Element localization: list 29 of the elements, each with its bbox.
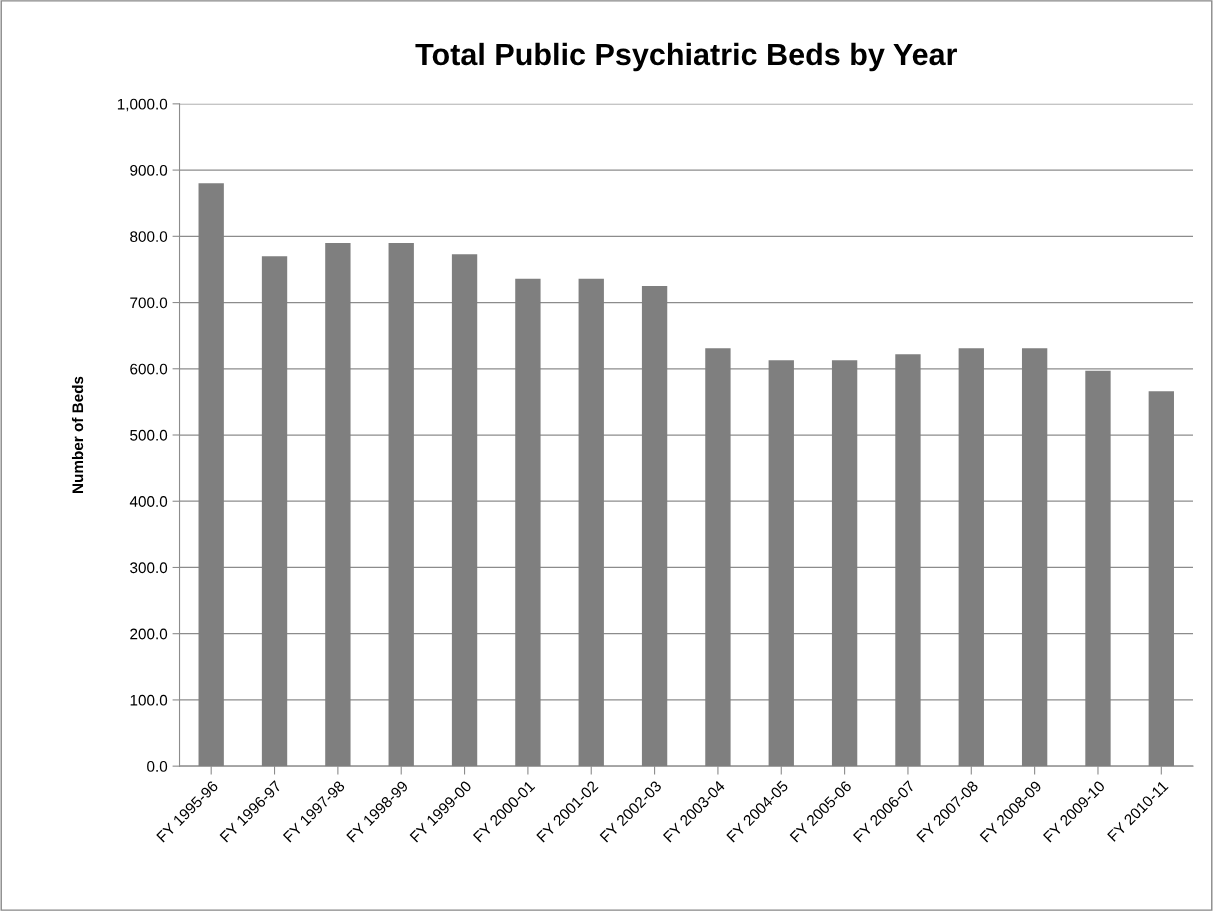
y-tick-label: 1,000.0 — [117, 98, 168, 112]
y-tick-label: 600.0 — [130, 363, 168, 375]
bar — [641, 285, 668, 767]
y-tick-label: 500.0 — [130, 429, 168, 441]
bar — [198, 183, 224, 767]
y-tick-label: 700.0 — [130, 297, 168, 309]
bar — [451, 254, 478, 767]
y-tick-label: 400.0 — [129, 496, 168, 507]
y-tick-label: 900.0 — [130, 164, 168, 176]
bar — [705, 348, 731, 767]
y-tick-label: 300.0 — [130, 562, 168, 574]
bar — [1021, 348, 1048, 767]
bar — [261, 256, 288, 767]
y-axis-title: Number of Beds — [71, 376, 84, 493]
bar — [325, 242, 351, 767]
bar — [388, 242, 414, 767]
chart-title: Total Public Psychiatric Beds by Year — [415, 42, 957, 72]
bar — [1085, 370, 1111, 767]
bar — [768, 360, 794, 767]
y-tick-label: 200.0 — [130, 628, 168, 640]
bar — [578, 278, 604, 767]
bar — [515, 278, 541, 767]
y-tick-label: 0.0 — [147, 761, 168, 772]
bar — [895, 354, 921, 767]
bar — [831, 360, 858, 767]
bar — [958, 348, 984, 767]
y-tick-label: 800.0 — [130, 231, 168, 242]
y-tick-label: 100.0 — [130, 694, 168, 706]
bar — [1148, 391, 1174, 767]
